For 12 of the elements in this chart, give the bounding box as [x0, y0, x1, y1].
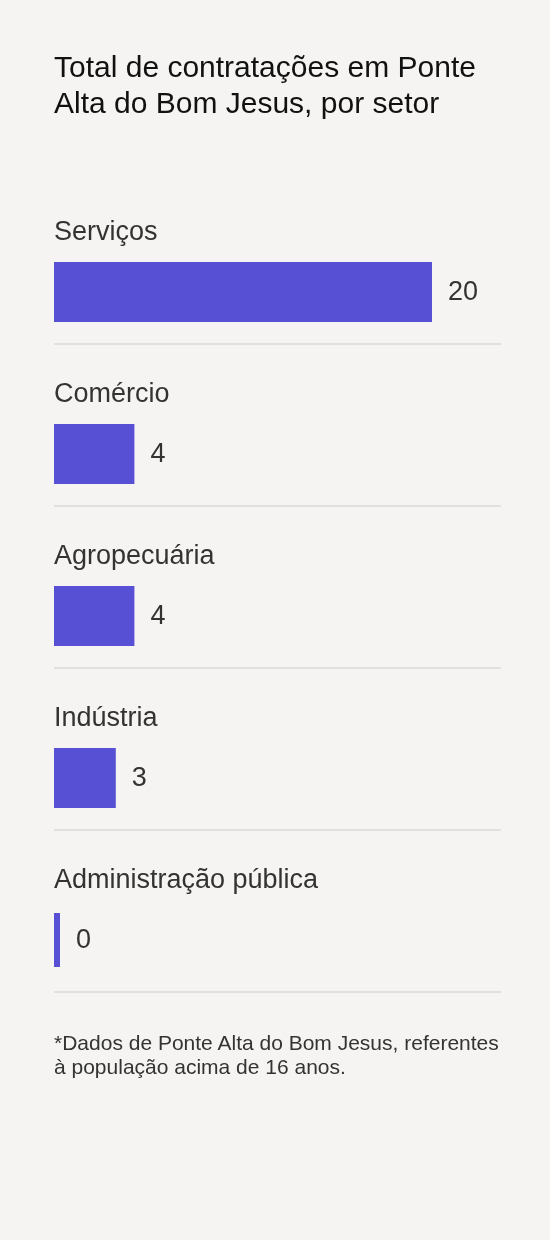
y-tick-label: Administração pública — [54, 864, 320, 894]
y-tick-label: Agropecuária — [54, 540, 216, 570]
y-tick-label: Indústria — [54, 702, 159, 732]
data-label: 0 — [76, 924, 92, 954]
data-label: 3 — [131, 762, 147, 792]
chart-title: Total de contratações em Ponte Alta do Bom Jesus, por setor — [54, 50, 476, 119]
y-tick-label: Comércio — [54, 378, 170, 408]
data-label: 4 — [150, 600, 166, 630]
text: *Dados de Ponte Alta do Bom Jesus, referentes à população acima de 16 anos. — [54, 1031, 499, 1078]
data-label: 4 — [150, 438, 166, 468]
data-label: 20 — [448, 276, 479, 306]
y-tick-label: Serviços — [54, 216, 158, 246]
